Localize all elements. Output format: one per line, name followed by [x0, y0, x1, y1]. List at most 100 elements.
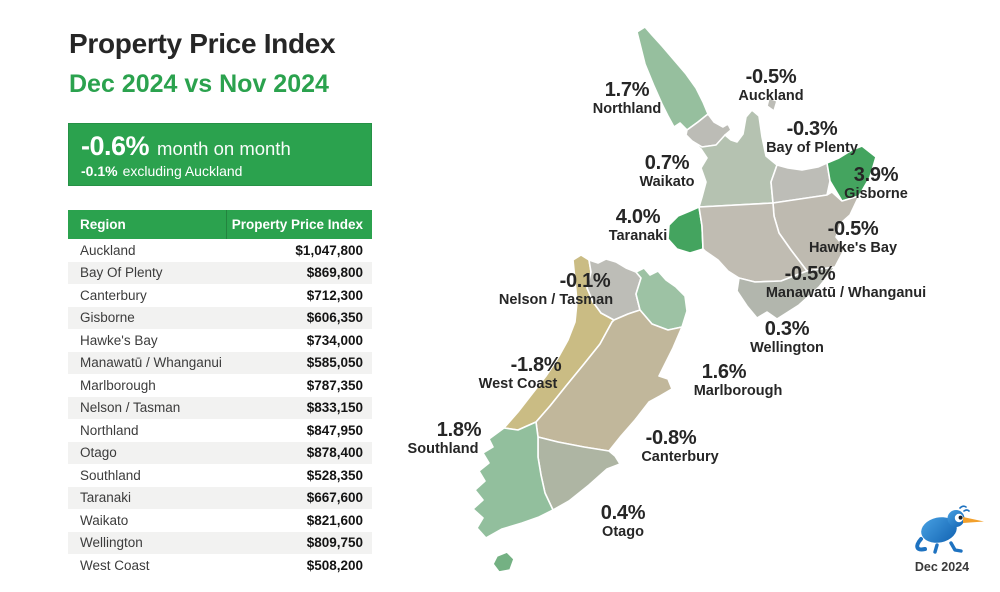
- pct-wellington: 0.3%: [764, 318, 810, 340]
- region-name: Hawke's Bay: [80, 332, 158, 348]
- region-marlborough: [635, 267, 688, 331]
- region-value: $734,000: [306, 332, 363, 348]
- region-name: Marlborough: [80, 377, 156, 393]
- kiwi-feather-mark-2: [963, 509, 970, 512]
- kiwi-body: [921, 517, 957, 543]
- name-nelson-tasman: Nelson / Tasman: [498, 292, 614, 308]
- map-label-northland: 1.7% Northland: [593, 79, 661, 118]
- region-stewart-island: [492, 551, 515, 573]
- region-name: Otago: [80, 445, 117, 461]
- region-name: Manawatū / Whanganui: [80, 355, 222, 371]
- region-gisborne: [826, 145, 877, 202]
- pct-waikato: 0.7%: [644, 152, 690, 174]
- pct-southland: 1.8%: [436, 419, 482, 441]
- table-row: Marlborough $787,350: [68, 374, 372, 397]
- price-table: Region Property Price Index Auckland $1,0…: [68, 210, 372, 577]
- summary-sub-label: excluding Auckland: [122, 163, 243, 179]
- table-row: Wellington $809,750: [68, 531, 372, 554]
- map-label-southland: 1.8% Southland: [408, 419, 495, 458]
- table-header-row: Region Property Price Index: [68, 210, 372, 239]
- region-name: Nelson / Tasman: [80, 400, 181, 416]
- region-name: West Coast: [80, 557, 150, 573]
- map-label-marlborough: 1.6% Marlborough: [680, 361, 783, 400]
- region-southland: [472, 421, 554, 539]
- table-row: West Coast $508,200: [68, 554, 372, 577]
- map-label-auckland: -0.5% Auckland: [738, 66, 803, 105]
- map-label-bay-of-plenty: -0.3% Bay of Plenty: [766, 118, 858, 157]
- summary-sub-pct: -0.1%: [81, 163, 118, 179]
- name-northland: Northland: [592, 101, 662, 117]
- region-value: $667,600: [306, 490, 363, 506]
- map-label-canterbury: -0.8% Canterbury: [632, 427, 718, 466]
- kiwi-pupil: [958, 515, 963, 520]
- region-name: Canterbury: [80, 287, 147, 303]
- region-name: Northland: [80, 422, 139, 438]
- summary-box: -0.6% month on month -0.1% excluding Auck…: [68, 123, 372, 186]
- name-taranaki: Taranaki: [608, 228, 668, 244]
- table-row: Nelson / Tasman $833,150: [68, 396, 372, 419]
- name-west-coast: West Coast: [478, 376, 558, 392]
- region-value: $787,350: [306, 377, 363, 393]
- summary-line-month: -0.6% month on month: [81, 131, 359, 162]
- region-wellington: [736, 266, 836, 320]
- region-name: Auckland: [80, 242, 136, 258]
- region-taranaki: [667, 206, 704, 254]
- map-date-label: Dec 2024: [914, 560, 970, 574]
- table-row: Bay Of Plenty $869,800: [68, 261, 372, 284]
- region-value: $878,400: [306, 445, 363, 461]
- region-value: $869,800: [306, 265, 363, 281]
- kiwi-bird-logo: [915, 505, 984, 554]
- column-header-index: Property Price Index: [226, 210, 372, 239]
- kiwi-leg-front: [949, 541, 963, 553]
- region-value: $712,300: [306, 287, 363, 303]
- table-row: Waikato $821,600: [68, 509, 372, 532]
- region-value: $585,050: [306, 355, 363, 371]
- map-label-gisborne: 3.9% Gisborne: [844, 164, 908, 203]
- table-row: Auckland $1,047,800: [68, 239, 372, 262]
- pct-marlborough: 1.6%: [701, 361, 747, 383]
- kiwi-beak: [963, 517, 984, 523]
- pct-auckland: -0.5%: [745, 66, 797, 88]
- map-label-manawatu-whanganui: -0.5% Manawatū / Whanganui: [730, 263, 926, 302]
- name-hawkes-bay: Hawke's Bay: [808, 240, 898, 256]
- table-row: Manawatū / Whanganui $585,050: [68, 351, 372, 374]
- pct-otago: 0.4%: [600, 502, 646, 524]
- region-value: $606,350: [306, 310, 363, 326]
- region-great-barrier: [766, 97, 778, 112]
- map-label-nelson-tasman: -0.1% Nelson / Tasman: [499, 270, 642, 309]
- table-row: Hawke's Bay $734,000: [68, 329, 372, 352]
- name-gisborne: Gisborne: [844, 186, 908, 202]
- region-value: $508,200: [306, 557, 363, 573]
- kiwi-tail: [915, 537, 927, 552]
- region-name: Waikato: [80, 512, 129, 528]
- region-value: $833,150: [306, 400, 363, 416]
- name-bay-of-plenty: Bay of Plenty: [766, 140, 858, 156]
- region-value: $1,047,800: [295, 242, 363, 258]
- pct-nelson-tasman: -0.1%: [559, 270, 611, 292]
- region-value: $821,600: [306, 512, 363, 528]
- pct-bay-of-plenty: -0.3%: [786, 118, 838, 140]
- region-value: $847,950: [306, 422, 363, 438]
- name-otago: Otago: [602, 524, 644, 540]
- map-label-hawkes-bay: -0.5% Hawke's Bay: [809, 218, 897, 257]
- pct-taranaki: 4.0%: [615, 206, 661, 228]
- summary-main-pct: -0.6%: [81, 131, 150, 161]
- table-row: Southland $528,350: [68, 464, 372, 487]
- name-manawatu-whanganui: Manawatū / Whanganui: [765, 285, 927, 301]
- region-name: Wellington: [80, 535, 143, 551]
- table-row: Gisborne $606,350: [68, 306, 372, 329]
- name-auckland: Auckland: [738, 88, 804, 104]
- table-row: Taranaki $667,600: [68, 486, 372, 509]
- column-header-region: Region: [68, 210, 227, 239]
- region-canterbury: [535, 309, 683, 452]
- name-southland: Southland: [407, 441, 479, 457]
- pct-canterbury: -0.8%: [645, 427, 697, 449]
- table-row: Otago $878,400: [68, 441, 372, 464]
- name-canterbury: Canterbury: [641, 449, 719, 465]
- region-value: $528,350: [306, 467, 363, 483]
- summary-main-label: month on month: [157, 138, 291, 159]
- map-label-otago: 0.4% Otago: [600, 502, 646, 541]
- name-waikato: Waikato: [639, 174, 695, 190]
- region-name: Gisborne: [80, 310, 135, 326]
